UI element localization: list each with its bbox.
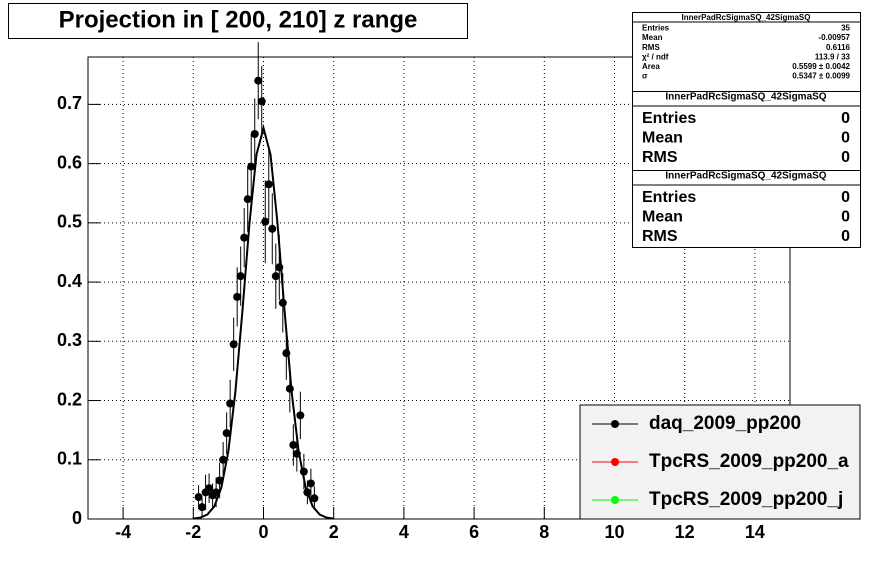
y-tick-label: 0.2 (57, 389, 82, 409)
data-point (233, 292, 242, 301)
data-point (219, 455, 228, 464)
data-point (278, 298, 287, 307)
data-point (205, 484, 214, 493)
chart-title: Projection in [ 200, 210] z range (59, 6, 418, 33)
data-point (299, 467, 308, 476)
stats-value: 0 (841, 228, 850, 245)
data-point (222, 429, 231, 438)
legend-marker (611, 458, 619, 466)
data-point (271, 272, 280, 281)
stats-value: 0.5347 ± 0.0099 (792, 72, 850, 81)
data-point (303, 488, 312, 497)
data-point (292, 449, 301, 458)
y-tick-label: 0.3 (57, 330, 82, 350)
legend-marker (611, 496, 619, 504)
x-tick-label: -2 (185, 522, 201, 542)
x-tick-label: 2 (329, 522, 339, 542)
data-point (247, 162, 256, 171)
x-tick-label: 12 (675, 522, 695, 542)
stats-value: 0 (841, 130, 850, 147)
y-tick-label: 0.6 (57, 152, 82, 172)
data-point (229, 340, 238, 349)
stats-box (632, 91, 861, 171)
data-point (236, 272, 245, 281)
stats-box (632, 170, 861, 248)
stats-title: InnerPadRcSigmaSQ_42SigmaSQ (665, 171, 826, 182)
stats-value: 35 (841, 24, 850, 33)
data-point (285, 384, 294, 393)
stats-label: RMS (642, 228, 678, 245)
data-point (306, 479, 315, 488)
x-tick-label: 4 (399, 522, 409, 542)
stats-value: 0 (841, 149, 850, 166)
y-tick-label: 0.4 (57, 271, 82, 291)
data-point (261, 217, 270, 226)
data-point (257, 97, 266, 106)
stats-value: 0.6116 (826, 43, 851, 52)
data-point (212, 488, 221, 497)
stats-value: 0 (841, 110, 850, 127)
legend-label: daq_2009_pp200 (649, 413, 801, 434)
legend-label: TpcRS_2009_pp200_a (649, 451, 849, 472)
data-point (268, 224, 277, 233)
y-tick-label: 0.1 (57, 449, 82, 469)
data-point (250, 130, 259, 138)
data-point (215, 476, 224, 485)
stats-label: σ (642, 72, 648, 81)
data-point (194, 493, 203, 502)
y-tick-label: 0.7 (57, 93, 82, 113)
data-point (289, 440, 298, 449)
y-tick-label: 0.5 (57, 212, 82, 232)
x-tick-label: 6 (469, 522, 479, 542)
data-point (226, 399, 235, 408)
stats-value: 0 (841, 209, 850, 226)
data-point (240, 233, 249, 242)
stats-label: Area (642, 62, 660, 71)
stats-label: Mean (642, 33, 663, 42)
stats-value: 113.9 / 33 (815, 52, 851, 61)
stats-value: 0.5599 ± 0.0042 (792, 62, 850, 71)
stats-title: InnerPadRcSigmaSQ_42SigmaSQ (665, 92, 826, 103)
stats-box (632, 12, 861, 92)
x-tick-label: 10 (604, 522, 624, 542)
stats-label: RMS (642, 149, 678, 166)
data-point (275, 263, 284, 272)
data-point (254, 76, 263, 85)
x-tick-label: -4 (115, 522, 131, 542)
data-point (243, 195, 252, 204)
stats-value: 0 (841, 189, 850, 206)
title-box (8, 3, 468, 39)
data-point (296, 411, 305, 420)
legend-marker (611, 420, 619, 428)
y-tick-label: 0 (72, 508, 82, 528)
data-point (282, 349, 291, 358)
stats-label: Entries (642, 189, 696, 206)
legend-label: TpcRS_2009_pp200_j (649, 489, 843, 510)
data-point (198, 503, 207, 512)
data-point (310, 494, 319, 503)
x-tick-label: 8 (539, 522, 549, 542)
x-tick-label: 0 (258, 522, 268, 542)
data-point (264, 180, 273, 189)
stats-label: Mean (642, 130, 683, 147)
stats-label: RMS (642, 43, 660, 52)
fit-curve (193, 124, 334, 520)
stats-value: -0.00957 (818, 33, 850, 42)
x-tick-label: 14 (745, 522, 765, 542)
stats-label: χ² / ndf (642, 52, 669, 61)
stats-label: Entries (642, 110, 696, 127)
stats-label: Mean (642, 209, 683, 226)
stats-title: InnerPadRcSigmaSQ_42SigmaSQ (682, 13, 811, 22)
stats-label: Entries (642, 24, 670, 33)
